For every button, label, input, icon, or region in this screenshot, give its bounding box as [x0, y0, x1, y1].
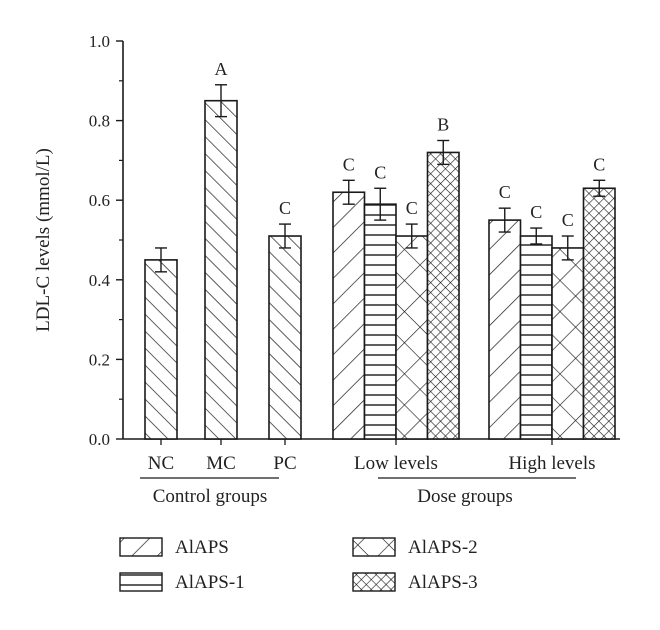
bar-pc [268, 235, 302, 440]
x-category-label: Low levels [354, 453, 438, 474]
x-category-label: PC [273, 453, 296, 474]
significance-label: C [374, 162, 386, 182]
bar-low-levels-alaps-1 [363, 203, 397, 440]
labels-layer: 0.0 0.2 0.4 0.6 0.8 1.0 LDL-C levels (mmol/L) N… [33, 32, 605, 507]
legend-label-alaps: AlAPS [175, 537, 229, 558]
significance-label: C [279, 198, 291, 218]
bar-high-levels-alaps [488, 219, 522, 440]
bar-mc [204, 99, 238, 440]
y-tick-label: 0.4 [89, 271, 111, 290]
y-tick-label: 0.2 [89, 350, 110, 369]
legend: AlAPS AlAPS-2 AlAPS-1 AlAPS-3 [119, 537, 478, 593]
group-label-dose: Dose groups [417, 486, 513, 507]
y-axis-title: LDL-C levels (mmol/L) [33, 148, 54, 332]
bars-layer [144, 84, 616, 440]
legend-swatch-alaps-1 [119, 572, 163, 592]
significance-label: A [215, 59, 228, 79]
x-category-label: High levels [508, 453, 595, 474]
y-tick-label: 0.8 [89, 112, 110, 131]
significance-label: C [406, 198, 418, 218]
bar-high-levels-alaps-2 [551, 247, 585, 440]
significance-label: C [499, 182, 511, 202]
bar-high-levels-alaps-3 [582, 187, 616, 440]
significance-label: C [530, 202, 542, 222]
x-category-label: MC [206, 453, 236, 474]
bar-low-levels-alaps [332, 191, 366, 440]
bar-low-levels-alaps-3 [426, 151, 460, 440]
y-tick-label: 0.6 [89, 191, 110, 210]
bar-nc [144, 259, 178, 440]
significance-label: C [593, 154, 605, 174]
bar-high-levels-alaps-1 [519, 235, 553, 440]
significance-label: C [343, 154, 355, 174]
legend-label-alaps-3: AlAPS-3 [408, 572, 478, 593]
y-tick-label: 1.0 [89, 32, 110, 51]
x-category-label: NC [148, 453, 174, 474]
legend-swatch-alaps-3 [352, 572, 396, 592]
significance-label: B [437, 115, 449, 135]
significance-label: C [562, 210, 574, 230]
legend-swatch-alaps-2 [352, 537, 396, 557]
legend-label-alaps-2: AlAPS-2 [408, 537, 478, 558]
legend-swatch-alaps [119, 537, 163, 557]
legend-label-alaps-1: AlAPS-1 [175, 572, 245, 593]
group-label-control: Control groups [153, 486, 268, 507]
y-tick-label: 0.0 [89, 430, 110, 449]
bar-low-levels-alaps-2 [395, 235, 429, 440]
